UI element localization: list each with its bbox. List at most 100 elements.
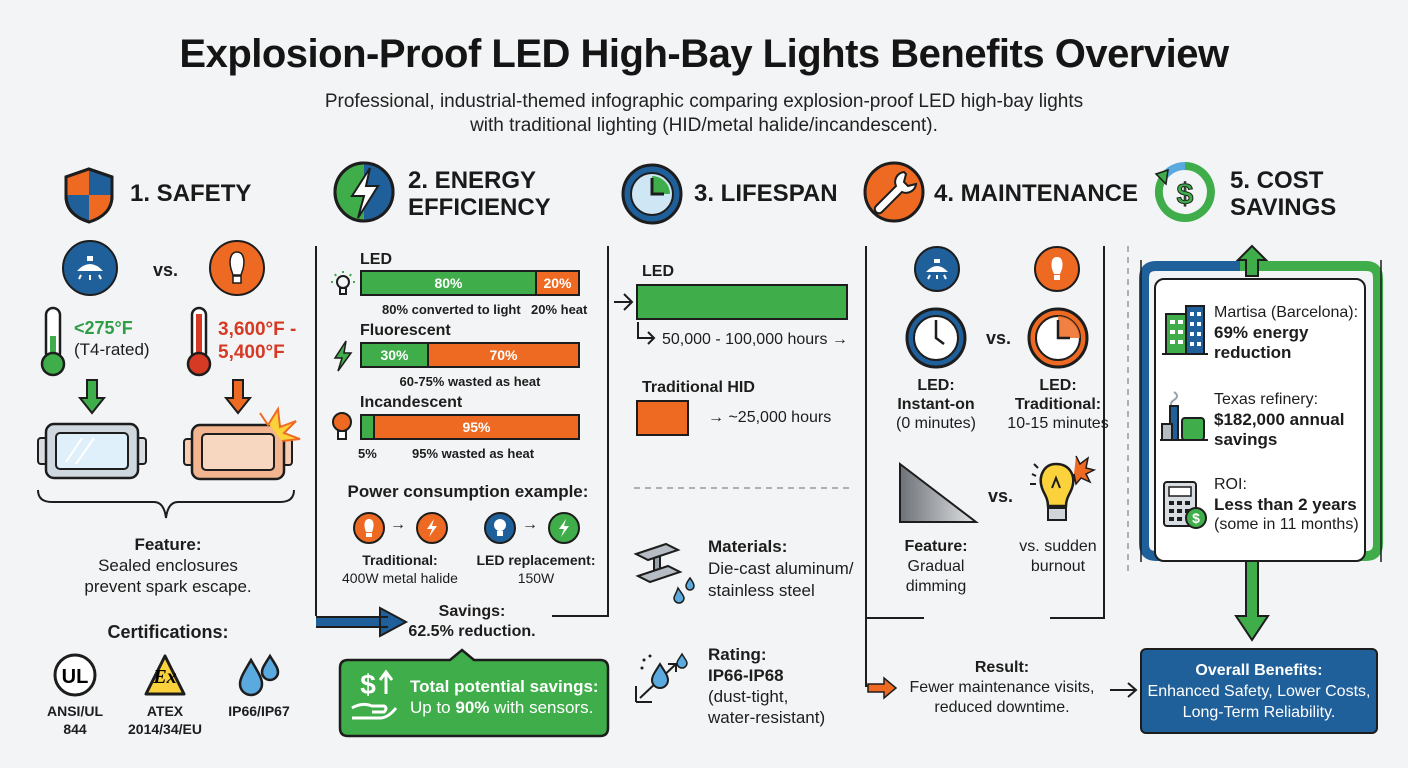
warmup-clock-icon [1027, 307, 1089, 369]
subtitle-line-1: Professional, industrial-themed infograp… [324, 91, 1084, 112]
cert-atex-label: ATEX 2014/34/EU [128, 703, 202, 737]
cost-flow-frame [1139, 244, 1383, 642]
trad-bolt-icon [416, 512, 448, 544]
building-icon [1162, 305, 1208, 355]
rating-text: Rating: IP66-IP68 (dust-tight, water-res… [708, 645, 826, 727]
energy-bracket [315, 246, 609, 617]
water-drops-icon [238, 653, 280, 697]
lifespan-led-hours: 50,000 - 100,000 hours → [662, 331, 848, 348]
bulb-icon [209, 240, 265, 296]
ul-icon: UL [53, 653, 97, 697]
total-savings-callout [338, 648, 610, 738]
energy-bar-led-note-b: 20% heat [531, 302, 588, 317]
energy-heading: 2. ENERGY EFFICIENCY [408, 167, 551, 221]
svg-text:$: $ [360, 669, 376, 700]
led-bulb-icon [331, 271, 355, 295]
led-bulb-circle-icon [484, 512, 516, 544]
energy-bar-fluorescent-name: Fluorescent [360, 322, 451, 339]
led-bolt-icon [548, 512, 580, 544]
energy-bar-incandescent-name: Incandescent [360, 394, 463, 411]
materials-text: Materials: Die-cast aluminum/ stainless … [708, 537, 854, 600]
arrow-right-icon: → [390, 516, 406, 533]
maintenance-vs: vs. [986, 328, 1012, 348]
atex-icon: Ex [144, 654, 186, 696]
rating-drop-icon [635, 652, 688, 703]
safety-heading: 1. SAFETY [130, 180, 252, 207]
overall-arrow-icon [1110, 682, 1138, 698]
burnout-bulb-icon [1030, 455, 1097, 521]
case-study-2: Texas refinery: $182,000 annual savings [1214, 391, 1345, 449]
energy-bar-fluorescent-note: 60-75% wasted as heat [399, 374, 541, 389]
dashed-divider [634, 487, 850, 489]
svg-text:Ex: Ex [152, 666, 176, 688]
lifespan-led-bar [636, 284, 848, 320]
energy-bar-incandescent-note-a: 5% [358, 446, 377, 461]
energy-bar-incandescent-light [362, 416, 373, 438]
instant-clock-icon [905, 307, 967, 369]
high-bay-lamp-icon [914, 246, 960, 292]
arrow-right-icon: → [522, 516, 538, 533]
energy-bar-fluorescent: 30% 70% [360, 342, 580, 368]
energy-bar-incandescent-note-b: 95% wasted as heat [412, 446, 535, 461]
instant-on-text: LED: Instant-on (0 minutes) [895, 377, 977, 432]
refinery-icon [1160, 391, 1208, 441]
shield-icon [64, 167, 114, 224]
clock-icon [621, 163, 683, 225]
energy-bar-incandescent: 95% [360, 414, 580, 440]
led-rating: (T4-rated) [74, 340, 150, 359]
case-study-3: ROI: Less than 2 years (some in 11 month… [1214, 476, 1359, 533]
traditional-bulb-icon [353, 512, 385, 544]
trad-power: Traditional: 400W metal halide [342, 552, 458, 586]
cost-heading: 5. COST SAVINGS [1230, 167, 1337, 221]
page-subtitle: Professional, industrial-themed infograp… [0, 90, 1408, 138]
svg-text:$: $ [1192, 510, 1200, 526]
hand-dollar-icon: $ [351, 669, 398, 720]
bulb-icon [1034, 246, 1080, 292]
down-arrow-icon [223, 379, 253, 415]
lightning-icon [333, 161, 395, 223]
power-heading: Power consumption example: [347, 482, 589, 501]
high-bay-lamp-icon [62, 240, 118, 296]
savings-text: Savings: 62.5% reduction. [408, 603, 536, 640]
energy-bar-led-name: LED [360, 251, 392, 268]
wrench-icon [863, 161, 925, 223]
svg-text:UL: UL [62, 666, 89, 688]
energy-bar-led-light: 80% [362, 272, 535, 294]
result-arrow-icon [867, 676, 898, 700]
hot-enclosure-icon [183, 406, 301, 481]
low-temp-thermometer-icon [40, 306, 66, 377]
energy-bar-fluorescent-light: 30% [362, 344, 427, 366]
energy-bar-fluorescent-heat: 70% [427, 344, 578, 366]
total-savings-text: Total potential savings: Up to 90% with … [410, 677, 599, 717]
energy-bar-led-heat: 20% [535, 272, 578, 294]
brace-icon [37, 489, 295, 519]
led-power: LED replacement: 150W [476, 552, 596, 586]
down-arrow-icon [77, 379, 107, 415]
dimming-text: Feature: Gradual dimming [904, 538, 968, 595]
lifespan-hid-name: Traditional HID [642, 379, 755, 396]
high-temp-thermometer-icon [186, 306, 212, 377]
dollar-cycle-icon: $ [1154, 161, 1215, 222]
energy-bar-led: 80% 20% [360, 270, 580, 296]
warmup-text: LED: Traditional: 10-15 minutes [1007, 377, 1109, 432]
svg-text:$: $ [1177, 178, 1194, 211]
page-title: Explosion-Proof LED High-Bay Lights Bene… [179, 32, 1229, 76]
case-study-1: Martisa (Barcelona): 69% energy reductio… [1214, 304, 1359, 362]
safety-vs: vs. [153, 260, 179, 280]
dimming-vs: vs. [988, 486, 1014, 506]
elbow-arrow-icon [637, 322, 656, 345]
lifespan-led-name: LED [642, 263, 674, 280]
fluorescent-bolt-icon [333, 340, 353, 372]
incandescent-bulb-icon [332, 412, 352, 440]
burnout-text: vs. sudden burnout [1019, 538, 1097, 575]
sealed-enclosure-icon [37, 422, 147, 480]
savings-arrow-icon [316, 606, 409, 638]
overall-benefits-box: Overall Benefits: Enhanced Safety, Lower… [1140, 648, 1378, 734]
energy-bar-incandescent-heat: 95% [373, 416, 578, 438]
cert-ip-label: IP66/IP67 [228, 703, 290, 719]
led-temp: <275°F [74, 318, 133, 338]
cost-dashed-divider [1127, 246, 1129, 576]
lifespan-hid-bar [636, 400, 689, 436]
cert-ul-label: ANSI/UL 844 [47, 703, 103, 737]
safety-feature: Feature: Sealed enclosures prevent spark… [84, 535, 252, 596]
